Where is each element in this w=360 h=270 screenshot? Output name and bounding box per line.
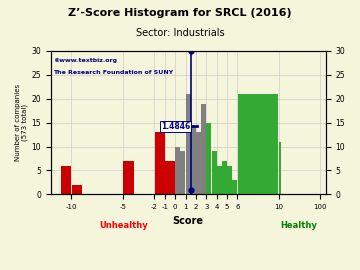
Bar: [279, 142, 281, 194]
Text: Sector: Industrials: Sector: Industrials: [136, 28, 224, 38]
Bar: [238, 94, 278, 194]
Bar: [222, 161, 227, 194]
Bar: [227, 166, 232, 194]
Bar: [175, 147, 180, 194]
Bar: [217, 166, 222, 194]
Bar: [191, 127, 196, 194]
Text: 1.4846: 1.4846: [161, 122, 190, 131]
Text: The Research Foundation of SUNY: The Research Foundation of SUNY: [53, 70, 173, 75]
Text: Z’-Score Histogram for SRCL (2016): Z’-Score Histogram for SRCL (2016): [68, 8, 292, 18]
Bar: [175, 147, 180, 194]
Bar: [227, 166, 232, 194]
Bar: [222, 161, 227, 194]
Bar: [191, 127, 196, 194]
Bar: [123, 161, 134, 194]
Text: Healthy: Healthy: [280, 221, 317, 230]
Bar: [186, 127, 191, 194]
Bar: [180, 151, 185, 194]
Bar: [232, 180, 237, 194]
Bar: [212, 151, 217, 194]
Bar: [154, 132, 165, 194]
Bar: [186, 94, 191, 194]
Bar: [206, 123, 211, 194]
Bar: [165, 161, 175, 194]
X-axis label: Score: Score: [173, 216, 204, 226]
Bar: [212, 151, 217, 194]
Text: ©www.textbiz.org: ©www.textbiz.org: [53, 58, 117, 63]
Bar: [201, 103, 206, 194]
Text: Unhealthy: Unhealthy: [99, 221, 148, 230]
Bar: [61, 166, 71, 194]
Bar: [217, 166, 222, 194]
Bar: [232, 180, 237, 194]
Bar: [206, 132, 211, 194]
Bar: [180, 151, 185, 194]
Bar: [196, 132, 201, 194]
Y-axis label: Number of companies
(573 total): Number of companies (573 total): [15, 84, 28, 161]
Bar: [72, 185, 82, 194]
